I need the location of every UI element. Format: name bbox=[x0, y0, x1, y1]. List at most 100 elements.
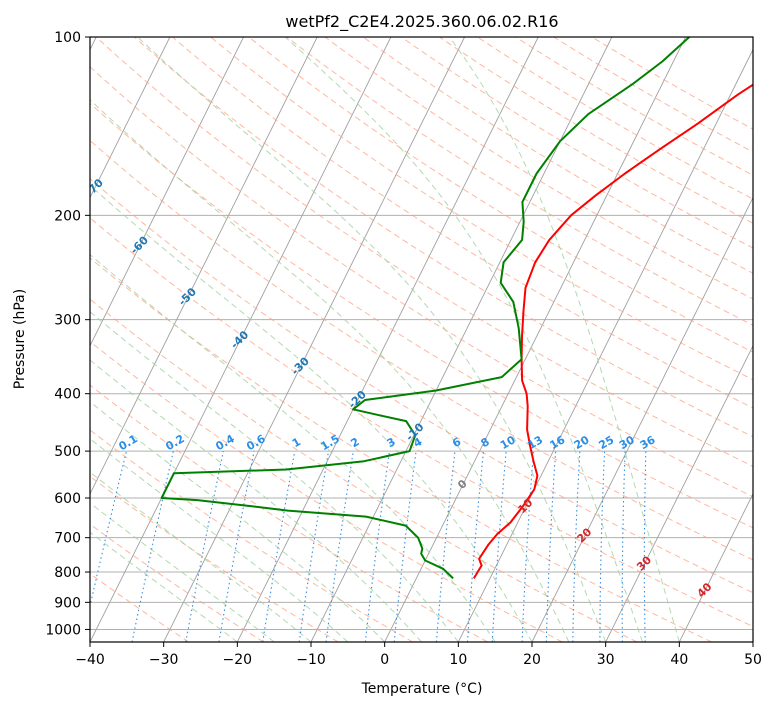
mixing-ratio-line bbox=[393, 451, 417, 642]
mixing-ratio-line bbox=[325, 451, 354, 642]
dry-adiabat-line bbox=[133, 37, 753, 438]
x-tick-label: 40 bbox=[670, 652, 688, 668]
mixing-ratio-label: 16 bbox=[548, 433, 568, 452]
mixing-ratio-label: 0.2 bbox=[163, 432, 186, 453]
mixing-ratio-label: 0.4 bbox=[213, 432, 237, 453]
temperature-profile-line bbox=[472, 83, 753, 579]
mixing-ratio-label: 8 bbox=[479, 435, 492, 450]
mixing-ratio-line bbox=[364, 451, 391, 642]
dry-adiabat-line bbox=[362, 37, 753, 274]
mixing-ratio-line bbox=[131, 450, 174, 642]
mixing-ratio-label: 4 bbox=[411, 435, 424, 450]
isotherm-label: -30 bbox=[289, 354, 312, 377]
moist-adiabat-line bbox=[90, 531, 238, 642]
isotherm-label: -90 bbox=[0, 82, 6, 105]
isotherm-label: -60 bbox=[128, 233, 151, 256]
y-tick-label: 900 bbox=[54, 595, 81, 611]
dry-adiabat-label: 40 bbox=[695, 580, 715, 600]
moist-adiabat-line bbox=[137, 37, 607, 642]
y-tick-label: 800 bbox=[54, 565, 81, 581]
y-tick-label: 200 bbox=[54, 208, 81, 224]
dry-adiabat-line bbox=[90, 340, 563, 642]
moist-adiabat-line bbox=[90, 253, 496, 642]
y-tick-label: 300 bbox=[54, 313, 81, 329]
plot-lines bbox=[90, 37, 753, 642]
y-tick-label: 500 bbox=[54, 444, 81, 460]
plot-area: -100-90-80-70-60-50-40-30-20-1000.10.20.… bbox=[0, 30, 762, 668]
y-tick-label: 600 bbox=[54, 491, 81, 507]
x-tick-label: 0 bbox=[380, 652, 389, 668]
chart-title: wetPf2_C2E4.2025.360.06.02.R16 bbox=[285, 12, 558, 32]
x-tick-label: −10 bbox=[296, 652, 326, 668]
isotherm-line bbox=[236, 37, 539, 642]
moist-adiabat-line bbox=[90, 401, 386, 642]
mixing-ratio-line bbox=[643, 451, 647, 642]
moist-adiabat-line bbox=[449, 37, 680, 642]
isotherm-line bbox=[457, 48, 753, 642]
dry-adiabat-line bbox=[439, 37, 753, 224]
dry-adiabat-line bbox=[515, 37, 753, 176]
x-tick-label: 10 bbox=[449, 652, 467, 668]
zero-isotherm-label: 0 bbox=[455, 477, 470, 492]
mixing-ratio-label: 25 bbox=[596, 433, 616, 452]
dry-adiabat-line bbox=[172, 37, 753, 409]
mixing-ratio-line bbox=[218, 450, 255, 642]
mixing-ratio-line bbox=[621, 451, 626, 642]
mixing-ratio-label: 0.1 bbox=[117, 432, 140, 453]
mixing-ratio-line bbox=[185, 450, 224, 642]
mixing-ratio-line bbox=[545, 451, 557, 642]
isotherm-line bbox=[531, 196, 753, 642]
isotherm-label: -80 bbox=[32, 129, 55, 152]
mixing-ratio-line bbox=[298, 451, 330, 642]
dry-adiabat-line bbox=[90, 102, 753, 529]
mixing-ratio-line bbox=[491, 451, 507, 642]
x-tick-label: 30 bbox=[597, 652, 615, 668]
x-tick-label: −20 bbox=[223, 652, 253, 668]
mixing-ratio-line bbox=[262, 450, 296, 642]
moist-adiabat-line bbox=[90, 438, 349, 642]
isotherm-line bbox=[90, 37, 392, 642]
dry-adiabat-line bbox=[90, 429, 414, 642]
isotherm-line bbox=[384, 37, 686, 642]
moist-adiabat-line bbox=[90, 311, 459, 642]
y-axis-title: Pressure (hPa) bbox=[12, 289, 28, 389]
dry-adiabat-line bbox=[90, 139, 753, 561]
isotherm-label: -40 bbox=[228, 328, 251, 351]
moist-adiabat-line bbox=[90, 184, 533, 642]
dry-adiabat-line bbox=[477, 37, 753, 200]
x-tick-label: −30 bbox=[149, 652, 179, 668]
x-tick-label: 20 bbox=[523, 652, 541, 668]
y-tick-label: 100 bbox=[54, 30, 81, 46]
x-tick-label: −40 bbox=[75, 652, 105, 668]
moist-adiabat-line bbox=[90, 359, 422, 642]
dry-adiabat-line bbox=[591, 37, 753, 130]
moist-adiabat-line bbox=[284, 37, 643, 642]
isotherm-label: -20 bbox=[346, 388, 369, 411]
dry-adiabat-line bbox=[210, 37, 753, 381]
isotherm-line bbox=[678, 492, 753, 642]
dry-adiabat-line bbox=[90, 257, 712, 642]
mixing-ratio-label: 3 bbox=[385, 435, 398, 450]
moist-adiabat-line bbox=[90, 99, 570, 642]
isotherm-line bbox=[90, 37, 244, 347]
mixing-ratio-label: 6 bbox=[450, 435, 463, 450]
dry-adiabat-line bbox=[248, 37, 753, 353]
dry-adiabat-line bbox=[90, 66, 753, 498]
dry-adiabat-line bbox=[90, 384, 488, 642]
isotherm-line bbox=[605, 344, 753, 642]
isotherm-line bbox=[752, 640, 753, 642]
dry-adiabat-line bbox=[90, 475, 339, 642]
y-tick-label: 700 bbox=[54, 531, 81, 547]
plot-frame bbox=[89, 36, 754, 643]
mixing-ratio-label: 36 bbox=[638, 433, 658, 452]
mixing-ratio-label: 10 bbox=[498, 433, 518, 452]
dry-adiabat-label: 20 bbox=[574, 525, 594, 545]
mixing-ratio-label: 2 bbox=[348, 435, 361, 450]
dry-adiabat-line bbox=[286, 37, 753, 326]
moist-adiabat-line bbox=[90, 471, 312, 642]
isotherm-label: -50 bbox=[176, 285, 199, 308]
dry-adiabat-line bbox=[95, 37, 753, 467]
mixing-ratio-label: 1 bbox=[290, 435, 303, 450]
dry-adiabat-line bbox=[90, 523, 264, 642]
